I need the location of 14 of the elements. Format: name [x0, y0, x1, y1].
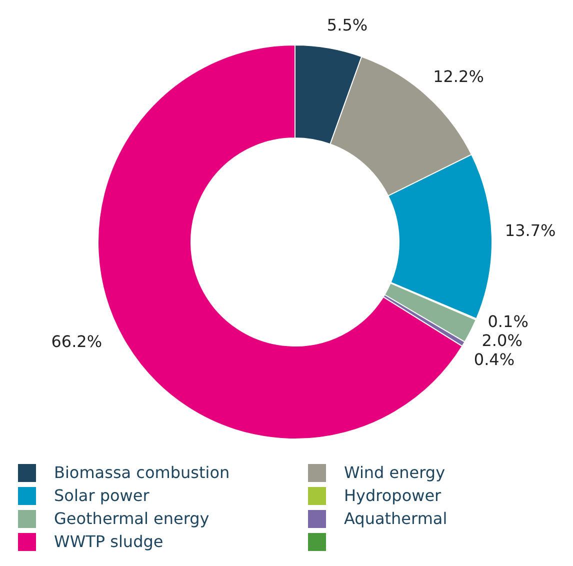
- data-label: 0.4%: [474, 350, 515, 369]
- legend-label: Geothermal energy: [54, 509, 210, 528]
- data-label: 0.1%: [488, 312, 528, 331]
- legend-label: WWTP sludge: [54, 532, 164, 551]
- data-label: 2.0%: [482, 330, 522, 350]
- legend-label: Biomassa combustion: [54, 463, 230, 482]
- legend-label: Hydropower: [344, 486, 442, 505]
- data-label: 12.2%: [433, 67, 484, 86]
- data-label: 5.5%: [326, 16, 368, 35]
- data-label: 13.7%: [504, 221, 556, 240]
- data-label: 66.2%: [51, 332, 102, 351]
- legend-label: Wind energy: [344, 463, 446, 482]
- legend-label: Aquathermal: [344, 509, 448, 528]
- legend-label: Solar power: [54, 486, 150, 505]
